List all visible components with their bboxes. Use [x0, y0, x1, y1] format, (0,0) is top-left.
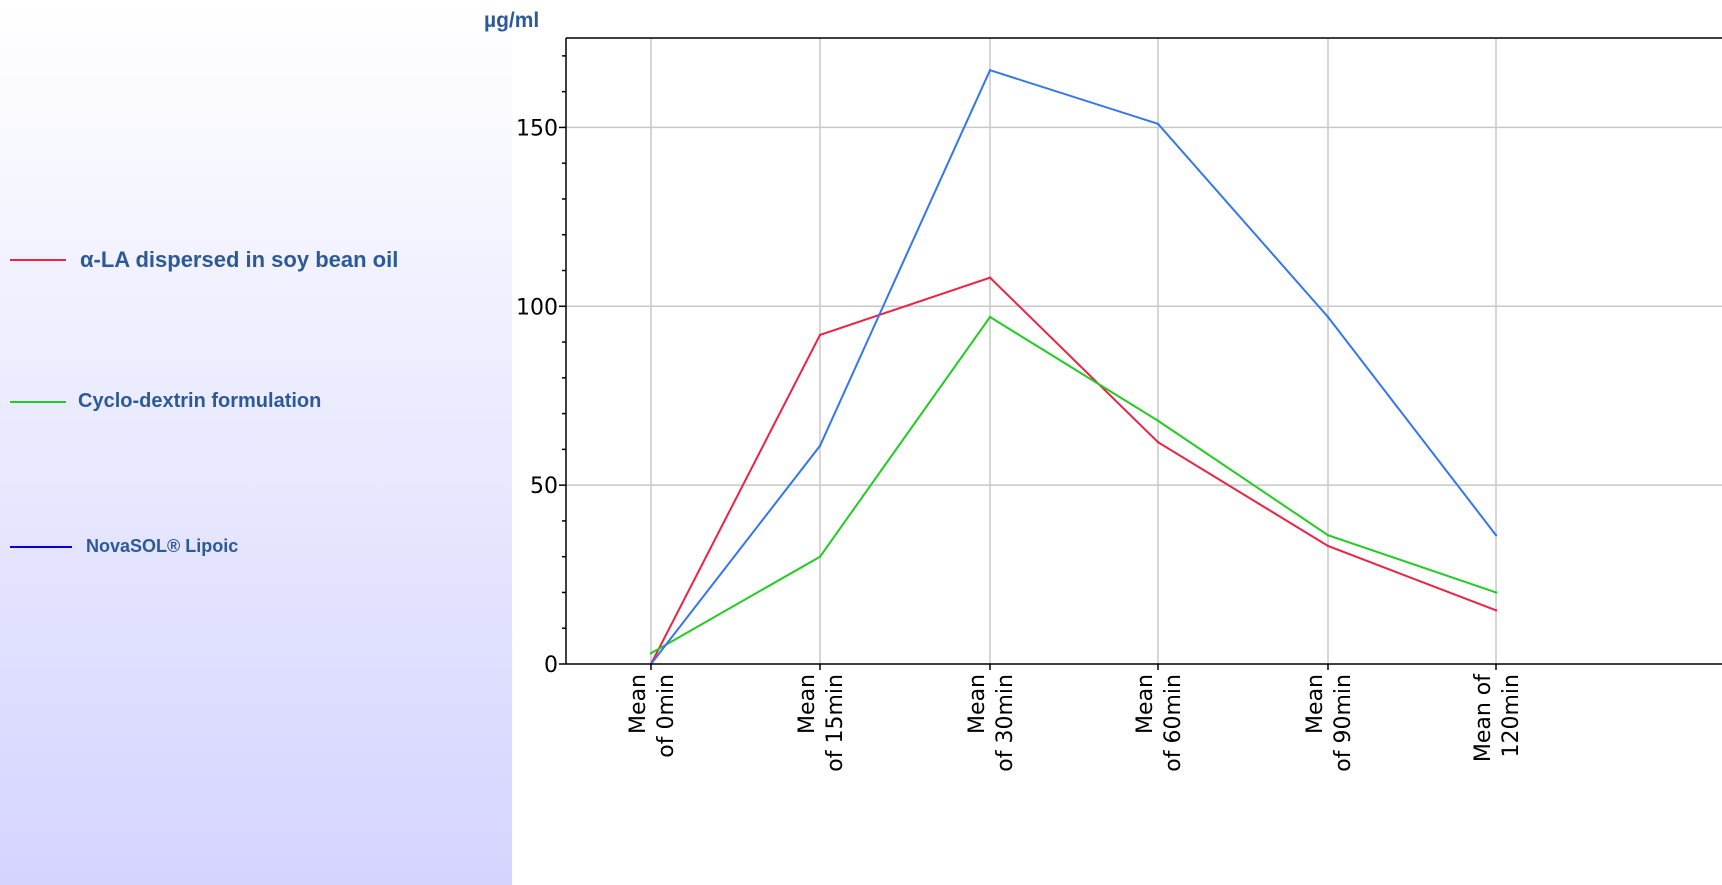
x-tick-label-line: Mean	[1303, 674, 1328, 734]
x-tick-label-line: Mean	[1133, 674, 1158, 734]
x-tick-label-line: Mean	[965, 674, 990, 734]
series-point-1	[988, 315, 992, 319]
legend-item-novasol: NovaSOL® Lipoic	[10, 536, 238, 557]
y-tick-label: 150	[516, 116, 558, 141]
series-point-1	[1494, 591, 1498, 594]
legend-item-ala-soy: α-LA dispersed in soy bean oil	[10, 247, 398, 273]
series-point-1	[818, 555, 822, 558]
y-tick-label: 50	[530, 474, 558, 499]
series-point-1	[1326, 534, 1330, 537]
series-point-1	[649, 652, 653, 655]
series-point-0	[818, 333, 822, 337]
series-point-0	[1156, 441, 1160, 444]
series-point-0	[1494, 609, 1498, 612]
grid-layer	[566, 38, 1722, 664]
legend-label-ala-soy: α-LA dispersed in soy bean oil	[80, 247, 399, 272]
series-line-0	[650, 276, 1497, 665]
y-tick-label: 0	[544, 653, 558, 678]
legend-swatch-novasol	[10, 545, 72, 548]
x-tick-label: Mean of 30min	[965, 674, 1018, 772]
legend-label-novasol: NovaSOL® Lipoic	[86, 536, 239, 556]
x-tick-label-line: 120min	[1499, 674, 1524, 757]
series-point-2	[818, 444, 822, 447]
y-axis-label: µg/ml	[484, 9, 539, 32]
legend-label-cyclodextrin: Cyclo-dextrin formulation	[78, 390, 322, 412]
series-point-2	[1156, 122, 1160, 126]
x-tick-label: Mean of 15min	[795, 674, 848, 772]
series-point-0	[988, 276, 992, 279]
x-tick-label-line: Mean	[626, 674, 651, 734]
series-point-2	[1494, 534, 1498, 537]
series-line-1	[650, 315, 1497, 655]
series-point-0	[1326, 544, 1330, 548]
series-point-2	[988, 68, 992, 72]
legend-item-cyclodextrin: Cyclo-dextrin formulation	[10, 390, 321, 413]
x-tick-label: Mean of 90min	[1303, 674, 1356, 772]
legend-swatch-cyclodextrin	[10, 400, 66, 403]
y-tick-label: 100	[516, 295, 558, 320]
x-tick-label-line: Mean	[795, 674, 820, 734]
series-point-2	[1326, 315, 1330, 319]
x-tick-label-line: of 15min	[823, 674, 848, 772]
legend-swatch-ala-soy	[10, 259, 66, 261]
series-point-1	[1156, 419, 1160, 422]
x-tick-label: Mean of 0min	[626, 674, 679, 758]
x-tick-label-line: of 30min	[993, 674, 1018, 772]
x-tick-label: Mean of 60min	[1133, 674, 1186, 772]
x-tick-label: Mean of 120min	[1471, 673, 1524, 762]
series-layer	[649, 68, 1498, 666]
x-tick-label-line: of 90min	[1331, 674, 1356, 772]
series-line-2	[650, 68, 1497, 665]
x-tick-label-line: Mean of	[1471, 673, 1496, 762]
legend-panel: α-LA dispersed in soy bean oil Cyclo-dex…	[0, 0, 512, 885]
x-tick-label-line: of 0min	[654, 674, 679, 758]
x-tick-label-line: of 60min	[1161, 674, 1186, 772]
